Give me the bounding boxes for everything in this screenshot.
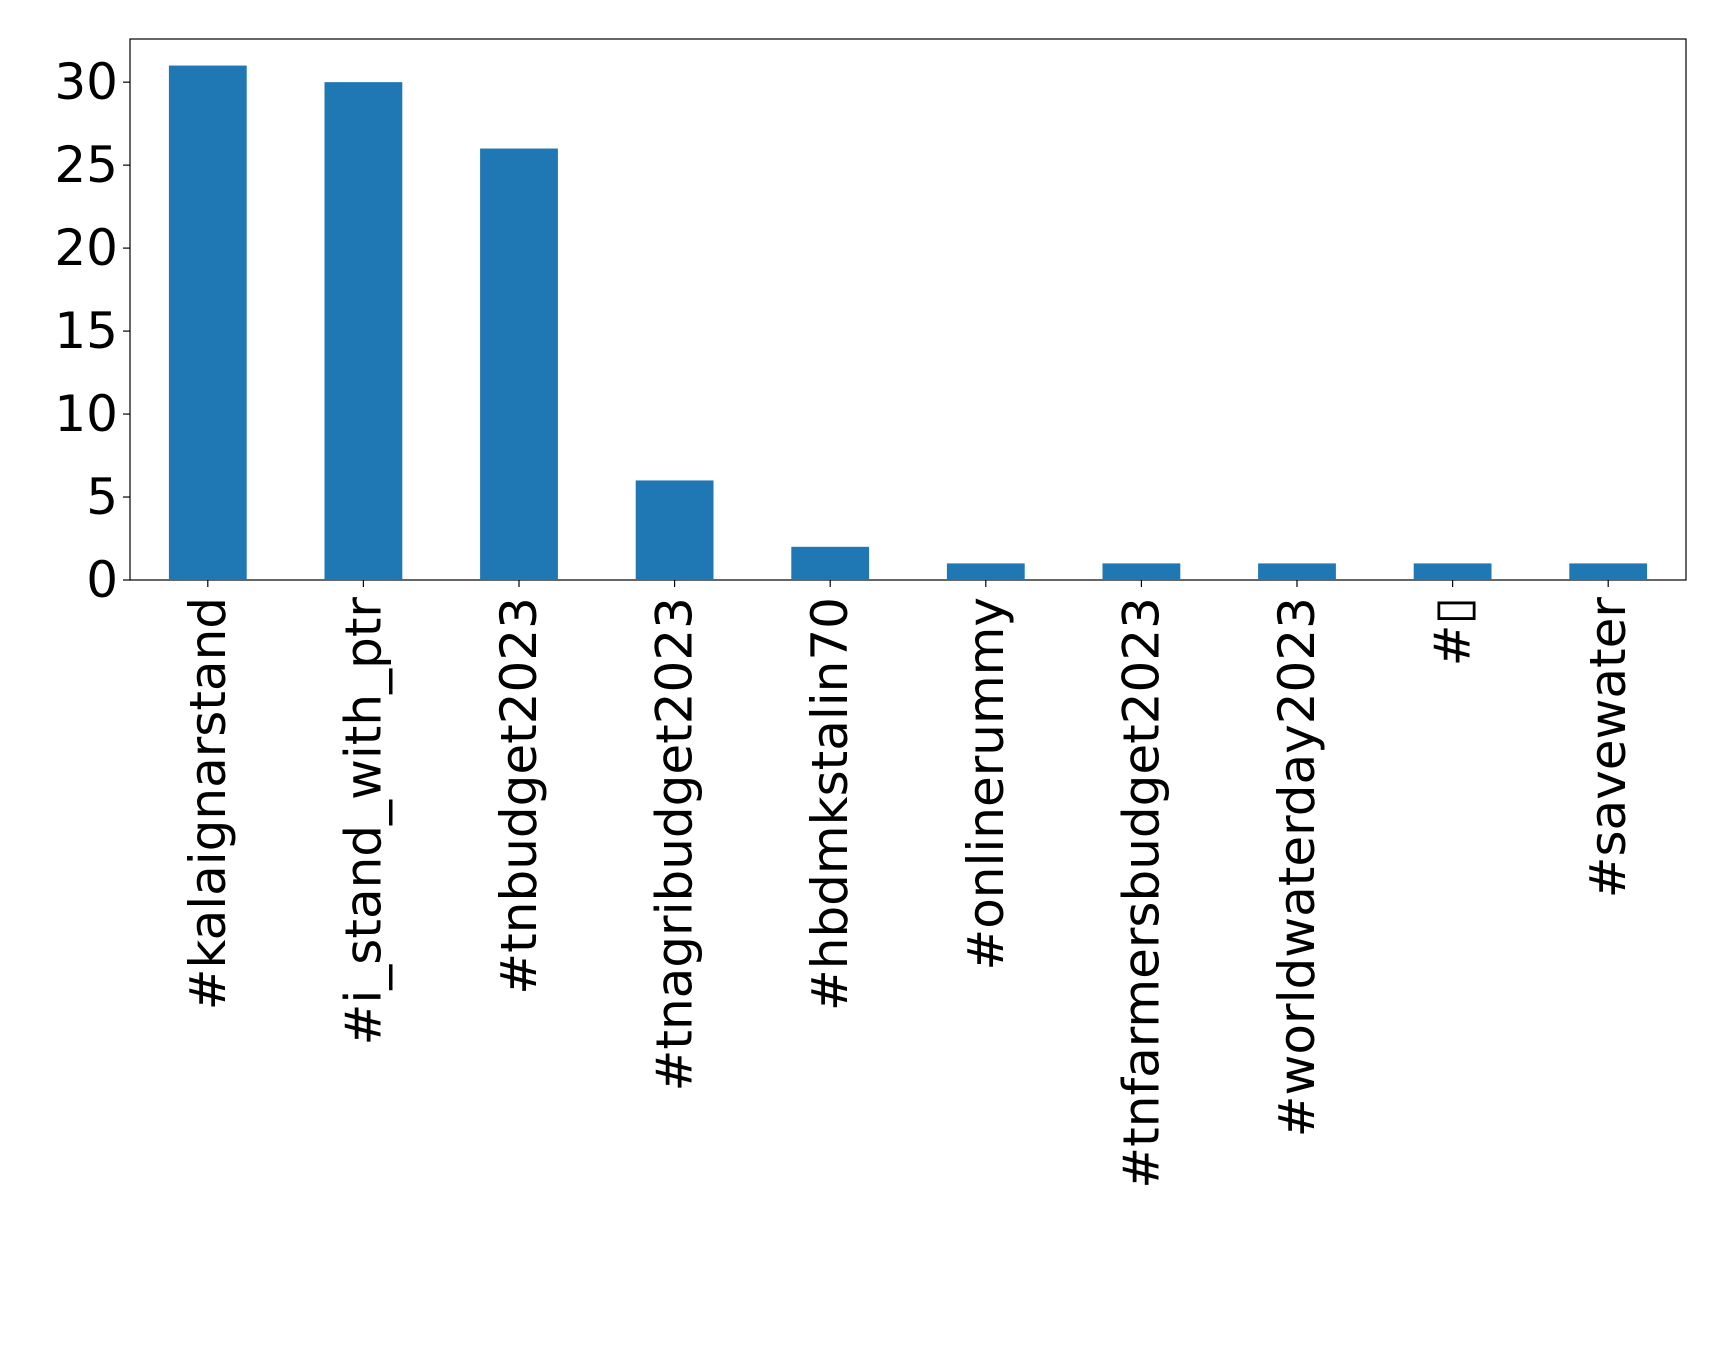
y-tick-label: 15 xyxy=(54,302,118,360)
x-tick-label: #tnagribudget2023 xyxy=(646,597,704,1092)
x-tick-label: #worldwaterday2023 xyxy=(1268,597,1326,1137)
y-tick-label: 25 xyxy=(54,136,118,194)
y-tick-label: 5 xyxy=(86,468,118,526)
x-tick-label: #kalaignarstand xyxy=(179,597,237,1010)
x-tick-label: #hbdmkstalin70 xyxy=(801,597,859,1011)
y-tick-label: 20 xyxy=(54,219,118,277)
bar-0 xyxy=(168,65,247,581)
bar-2 xyxy=(480,148,558,580)
y-tick-label: 10 xyxy=(54,385,118,443)
bar-1 xyxy=(324,82,403,581)
bar-4 xyxy=(791,546,870,580)
x-tick-label: #tnbudget2023 xyxy=(490,597,548,995)
x-tick-label: #tnfarmersbudget2023 xyxy=(1112,597,1170,1189)
x-tick-label: #savewater xyxy=(1579,597,1637,899)
x-tick-label: #i_stand_with_ptr xyxy=(334,597,392,1046)
bar-3 xyxy=(635,480,714,580)
x-tick-label: #onlinerummy xyxy=(957,597,1015,971)
x-axis: #kalaignarstand #i_stand_with_ptr #tnbudge… xyxy=(179,580,1637,1189)
bar-8 xyxy=(1413,563,1492,580)
y-tick-label: 0 xyxy=(86,551,118,609)
y-axis: 0 5 10 15 20 25 30 xyxy=(54,53,130,609)
bars-group xyxy=(168,65,1648,581)
bar-6 xyxy=(1102,563,1181,580)
bar-5 xyxy=(946,563,1025,580)
bar-7 xyxy=(1258,563,1336,580)
y-tick-label: 30 xyxy=(54,53,118,111)
bar-9 xyxy=(1569,563,1648,580)
x-tick-label: #▯ xyxy=(1424,597,1482,666)
